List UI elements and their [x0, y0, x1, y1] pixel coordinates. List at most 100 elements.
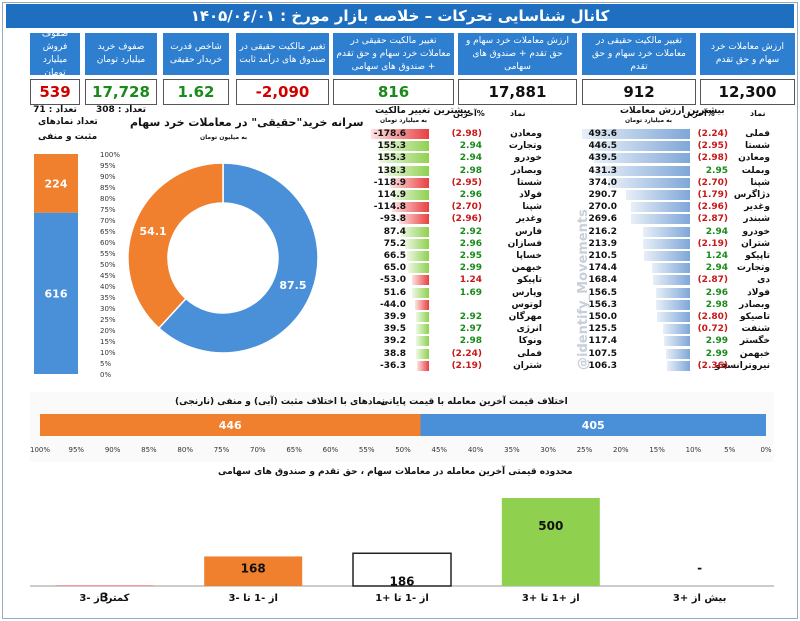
watermark-right: @identify_Movements: [576, 209, 591, 370]
top-flow-value: -53.0: [380, 275, 406, 286]
kpi-box-1: تغییر مالکیت حقیقی در معاملات خرد سهام و…: [582, 33, 696, 123]
top-value-value: 150.0: [588, 312, 617, 322]
top-value-row: دی (2.87) 168.4: [546, 274, 772, 286]
top-flow-bar: [416, 348, 429, 359]
donut-subtitle: به میلیون تومان: [200, 134, 248, 141]
top-value-value: 269.6: [588, 214, 617, 225]
count-ytick: 20%: [100, 327, 116, 335]
top-flow-symbol: انرژی: [516, 324, 543, 335]
top-flow-symbol: فولاد: [519, 190, 542, 200]
top-flow-symbol: خساپا: [516, 251, 542, 261]
top-value-value: 446.5: [588, 141, 617, 152]
gap-xtick: 10%: [686, 446, 702, 454]
top-value-bar: [651, 263, 690, 274]
top-flow-value: 39.2: [383, 336, 406, 347]
gap-xtick: 60%: [323, 446, 339, 454]
top-flow-pct: 2.95: [459, 251, 482, 261]
top-value-value: 106.3: [588, 360, 617, 371]
count-ytick: 85%: [100, 184, 116, 192]
gap-xtick: 35%: [504, 446, 520, 454]
count-ytick: 95%: [100, 162, 116, 170]
top-value-bar: [608, 177, 690, 188]
top-value-bar: [662, 324, 690, 335]
gap-xtick: 50%: [395, 446, 411, 454]
top-value-symbol: خبهمن: [739, 348, 770, 359]
gap-xtick: 40%: [468, 446, 484, 454]
top-value-row: وبصادر 2.98 156.3: [546, 299, 772, 311]
top-value-row: تاصیکو (2.80) 150.0: [546, 311, 772, 323]
top-value-row: وتجارت 2.94 174.4: [546, 262, 772, 274]
count-ytick: 80%: [100, 195, 116, 203]
price-range-category: کمتر از -3: [79, 593, 129, 604]
top-value-table: فملی (2.24) 493.6 شستا (2.95) 446.5 ومعادن (2.9…: [546, 128, 772, 374]
top-flow-bar: [411, 275, 429, 286]
top-value-row: شبندر (2.87) 269.6: [546, 213, 772, 225]
top-flow-pct: 1.24: [459, 275, 482, 286]
top-flow-pct: (2.98): [451, 129, 482, 139]
count-ytick: 75%: [100, 206, 116, 214]
top-flow-value: 155.3: [377, 153, 406, 164]
price-range-bar: [501, 498, 600, 586]
top-flow-value: -118.9: [373, 177, 406, 188]
top-flow-symbol: خبهمن: [511, 263, 542, 274]
kpi-header-4: تغییر مالکیت حقیقی در صندوق های درآمد ثا…: [236, 33, 329, 75]
top-value-pct: 2.99: [705, 336, 728, 347]
top-flow-symbol: شستا: [516, 177, 542, 188]
count-chart-subtitle: مثبت و منفی: [38, 132, 98, 142]
top-value-symbol: شستا: [744, 141, 770, 152]
top-flow-subtitle: به میلیارد تومان: [380, 117, 428, 124]
top-value-col-symbol: نماد: [750, 109, 766, 118]
count-bar-label: 224: [45, 177, 68, 190]
top-value-bar: [593, 153, 690, 164]
top-flow-bar: [416, 312, 429, 322]
kpi-header-5: شاخص قدرت خریدار حقیقی: [163, 33, 229, 75]
top-value-row: شپنا (2.70) 374.0: [546, 177, 772, 189]
top-value-row: دژاگرس (1.79) 290.7: [546, 189, 772, 201]
top-value-symbol: فملی: [745, 129, 770, 139]
top-flow-bar: [378, 141, 429, 152]
count-ytick: 50%: [100, 261, 116, 269]
top-flow-symbol: وغدیر: [516, 214, 542, 225]
top-flow-value: 155.3: [377, 141, 406, 152]
top-flow-symbol: لوتوس: [511, 299, 542, 310]
kpi-value-6: 17,728: [85, 79, 157, 105]
donut-label: 54.1: [140, 225, 167, 238]
top-value-value: 117.4: [588, 336, 617, 347]
top-flow-row: خساپا 2.95 66.5: [334, 250, 544, 262]
price-range-category: از -1 تا +1: [375, 593, 429, 604]
top-flow-pct: 2.96: [459, 190, 482, 200]
gap-bar-label: 446: [219, 419, 242, 432]
top-flow-pct: 2.94: [459, 153, 482, 164]
top-value-pct: (2.80): [697, 312, 728, 322]
price-range-value: 186: [389, 574, 414, 588]
top-flow-pct: (2.19): [451, 360, 482, 371]
gap-xtick: 85%: [141, 446, 157, 454]
top-flow-row: وتجارت 2.94 155.3: [334, 140, 544, 152]
top-flow-row: شپنا (2.70) -114.8: [334, 201, 544, 213]
kpi-sub-7: تعداد : 71: [33, 105, 77, 115]
top-flow-row: لوتوس -44.0: [334, 299, 544, 311]
gap-xtick: 45%: [432, 446, 448, 454]
top-value-symbol: تاپیکو: [745, 251, 770, 261]
top-value-row: نیروترانسفو (2.36) 106.3: [546, 360, 772, 372]
top-value-pct: (2.87): [697, 214, 728, 225]
top-flow-symbol: تاپیکو: [517, 275, 542, 286]
top-value-pct: 2.99: [705, 348, 728, 359]
top-flow-row: فارس 2.92 87.4: [334, 226, 544, 238]
top-value-col-pct: %آخرین: [683, 109, 715, 118]
top-value-value: 156.5: [588, 287, 617, 298]
top-value-symbol: شنفت: [741, 324, 770, 335]
top-value-bar: [631, 214, 690, 225]
gap-xtick: 30%: [540, 446, 556, 454]
gap-xtick: 5%: [724, 446, 735, 454]
top-value-pct: (0.72): [697, 324, 728, 335]
price-range-bar: [55, 585, 154, 586]
kpi-value-0: 12,300: [700, 79, 795, 105]
kpi-box-7: صفوف فروش میلیارد تومان 539 تعداد : 71: [30, 29, 80, 123]
top-flow-pct: 2.97: [459, 324, 482, 335]
top-flow-bar: [371, 129, 429, 139]
gap-xtick: 20%: [613, 446, 629, 454]
top-flow-pct: (2.95): [451, 177, 482, 188]
count-ytick: 10%: [100, 349, 116, 357]
gap-xtick: 75%: [214, 446, 230, 454]
